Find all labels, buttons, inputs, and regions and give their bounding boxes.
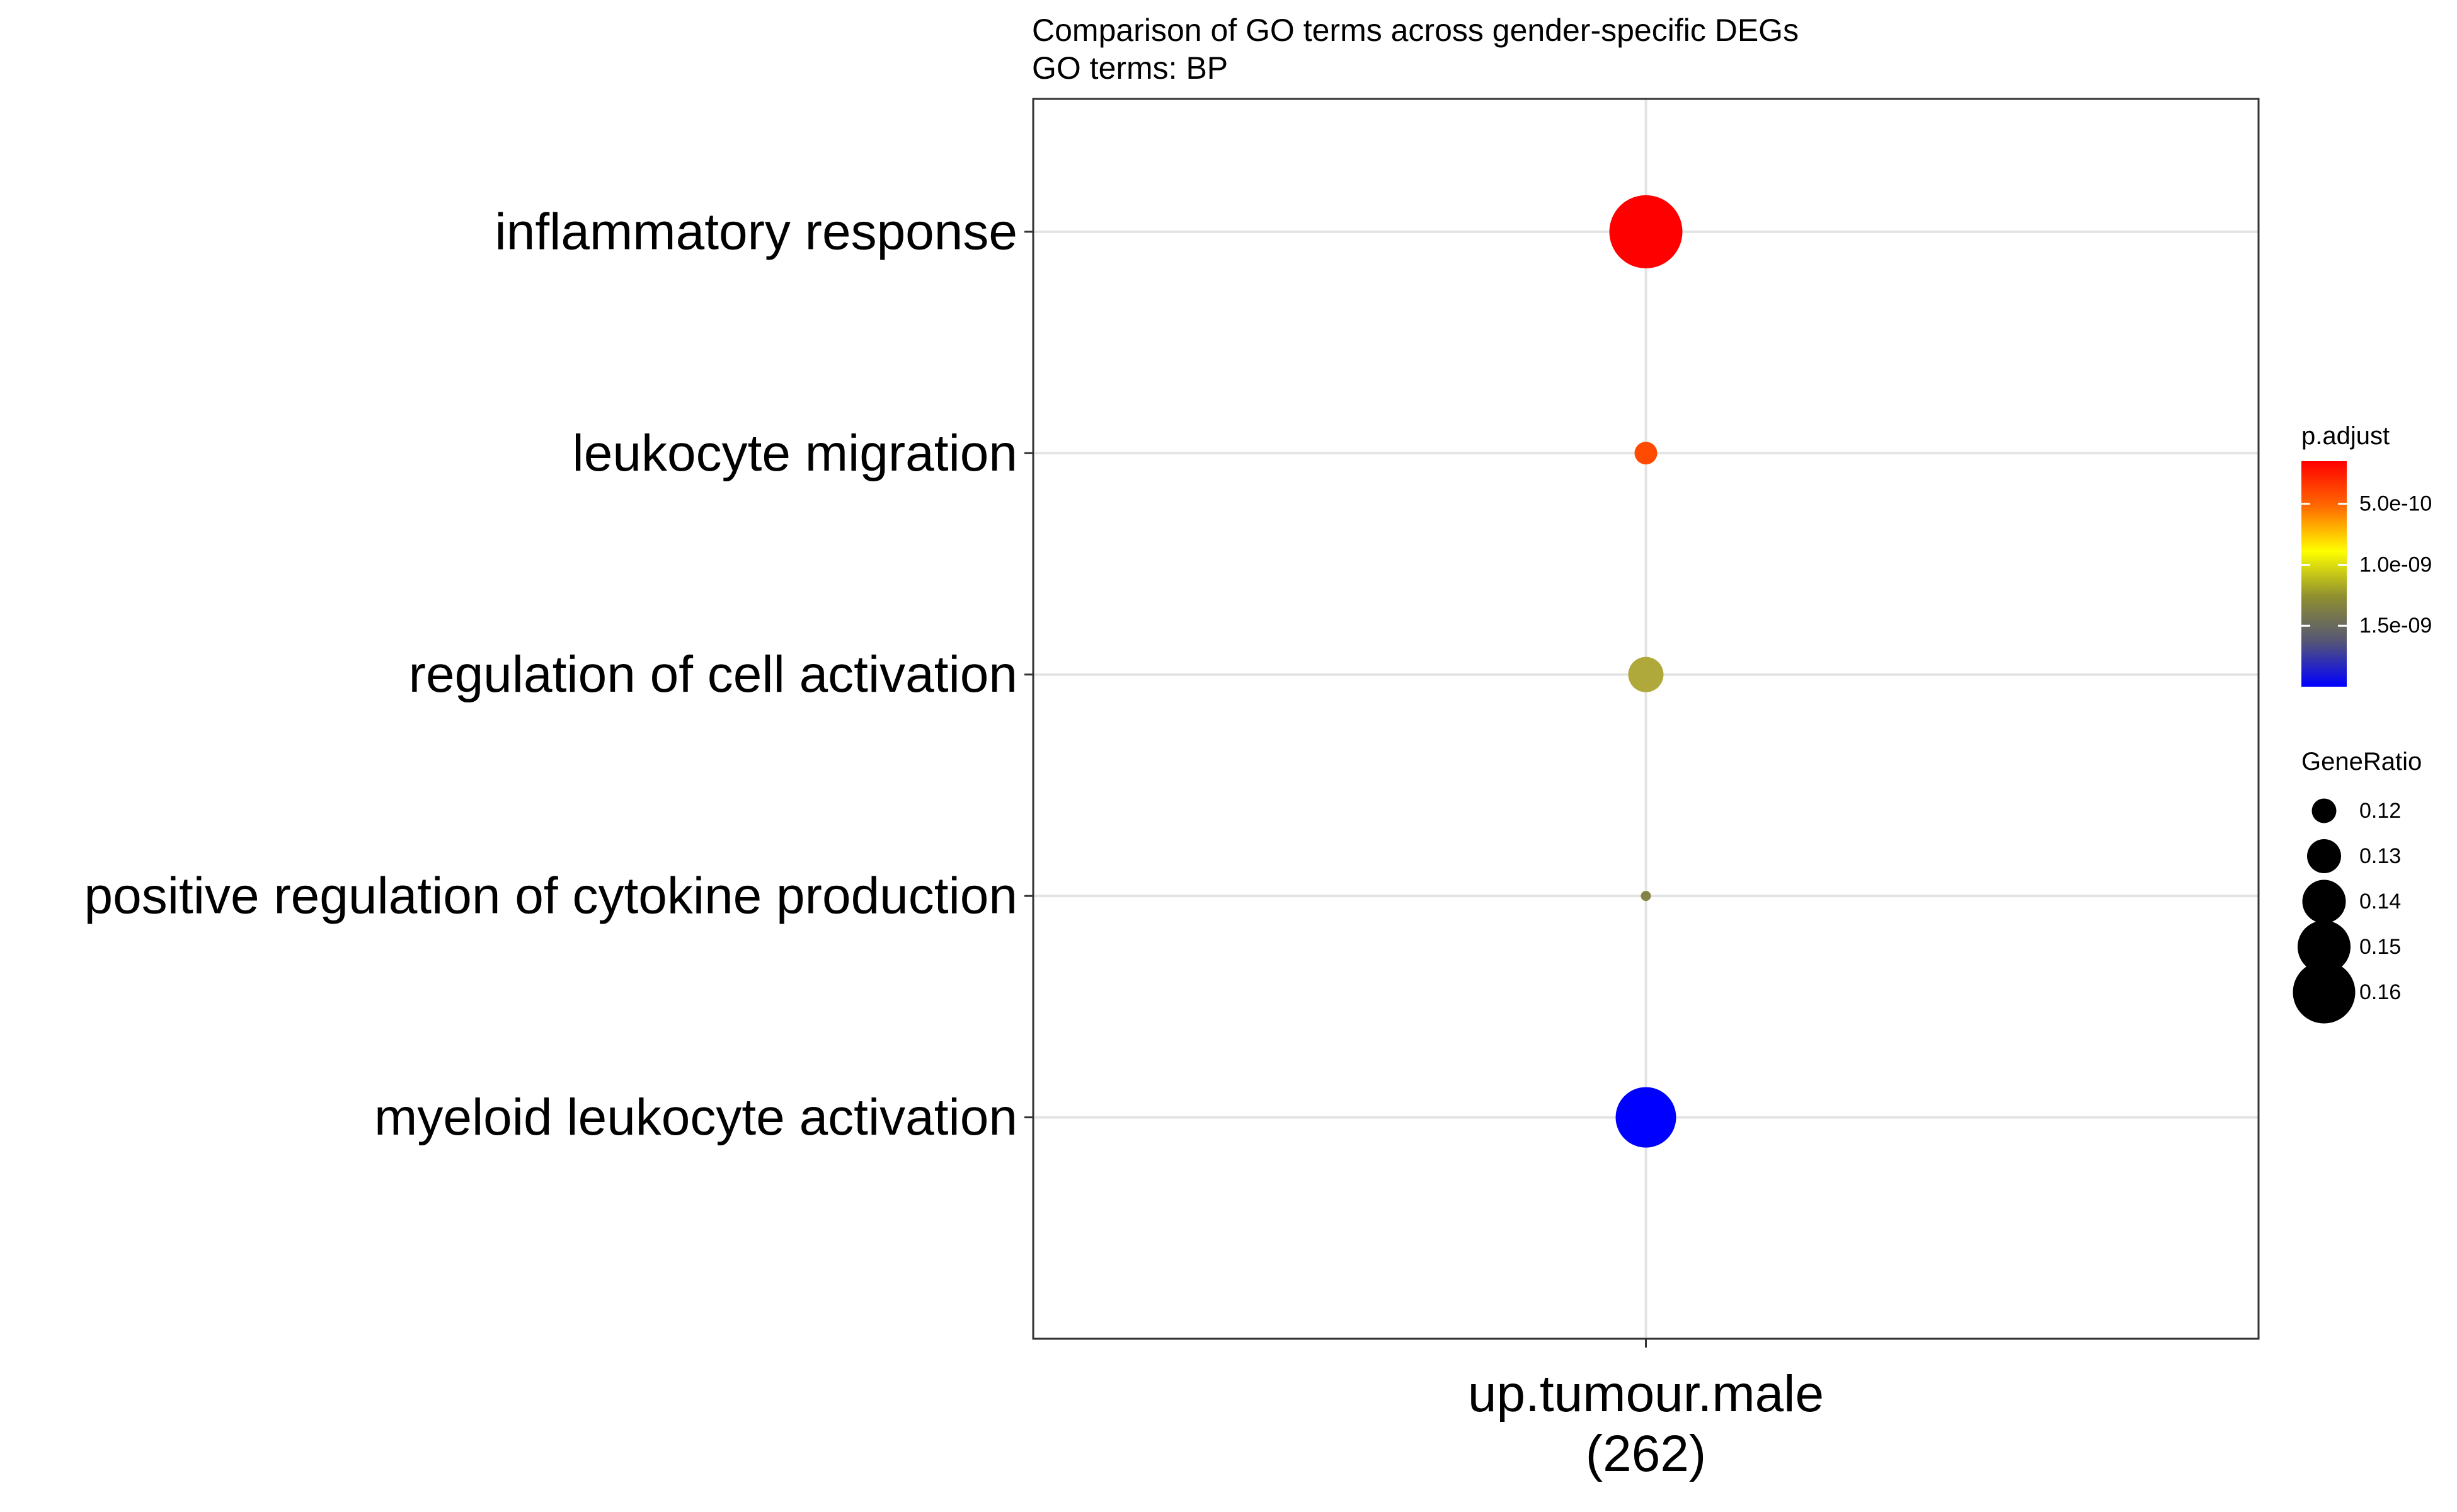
- chart-title-block: Comparison of GO terms across gender-spe…: [1032, 11, 1799, 87]
- y-tick-label: myeloid leukocyte activation: [374, 1089, 1017, 1146]
- color-legend-label: 1.0e-09: [2359, 553, 2432, 576]
- color-legend-bar: [2301, 461, 2347, 687]
- size-legend-label: 0.14: [2359, 890, 2401, 914]
- size-legend-key: [2302, 879, 2346, 924]
- grid-lines: [1033, 99, 2259, 1339]
- data-point: [1615, 1087, 1676, 1148]
- legends: p.adjust 5.0e-10 1.0e-09 1.5e-09 GeneRatio 0.…: [2293, 422, 2432, 1024]
- color-legend-label: 1.5e-09: [2359, 614, 2432, 638]
- size-legend-key: [2311, 798, 2337, 823]
- y-tick-label: positive regulation of cytokine producti…: [84, 868, 1017, 925]
- y-tick-label: leukocyte migration: [573, 425, 1017, 482]
- data-points: [1609, 195, 1683, 1148]
- size-legend-key: [2293, 961, 2356, 1024]
- color-legend-label: 5.0e-10: [2359, 492, 2432, 516]
- y-tick-label: regulation of cell activation: [409, 646, 1017, 703]
- size-legend-label: 0.16: [2359, 980, 2401, 1004]
- size-legend-key: [2298, 920, 2351, 973]
- data-point: [1634, 442, 1658, 465]
- data-point: [1641, 891, 1651, 902]
- size-legend-label: 0.13: [2359, 844, 2401, 868]
- size-legend-label: 0.15: [2359, 935, 2401, 959]
- x-tick-count: (262): [1586, 1425, 1706, 1482]
- size-legend-key: [2307, 839, 2341, 873]
- size-legend-title: GeneRatio: [2301, 748, 2422, 776]
- data-point: [1609, 195, 1683, 268]
- chart-subtitle: GO terms: BP: [1032, 50, 1228, 86]
- x-tick-label: up.tumour.male: [1468, 1365, 1824, 1423]
- axes: inflammatory response leukocyte migration…: [84, 203, 1824, 1482]
- y-tick-label: inflammatory response: [495, 203, 1017, 260]
- color-legend-title: p.adjust: [2301, 422, 2390, 450]
- chart-title: Comparison of GO terms across gender-spe…: [1032, 13, 1799, 48]
- data-point: [1628, 656, 1664, 692]
- size-legend-label: 0.12: [2359, 799, 2401, 823]
